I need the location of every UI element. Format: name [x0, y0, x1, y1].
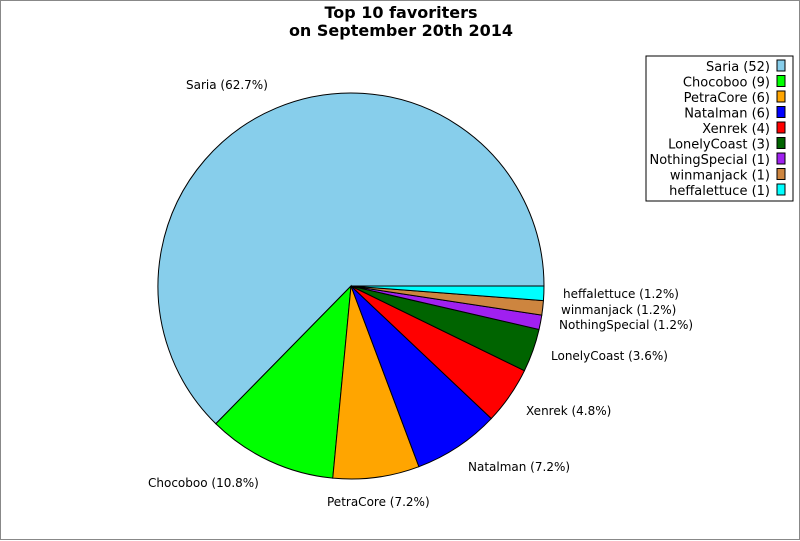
- legend-label-xenrek: Xenrek (4): [702, 122, 770, 137]
- legend-label-winmanjack: winmanjack (1): [670, 169, 770, 184]
- chart-subtitle: on September 20th 2014: [289, 21, 513, 40]
- slice-label-chocoboo: Chocoboo (10.8%): [148, 476, 259, 490]
- legend-swatch-petracore: [776, 90, 786, 103]
- legend-label-lonelycoast: LonelyCoast (3): [668, 138, 770, 153]
- slice-label-nothingspecial: NothingSpecial (1.2%): [559, 318, 693, 332]
- slice-label-lonelycoast: LonelyCoast (3.6%): [551, 349, 668, 363]
- pie-slice-chocoboo: [215, 284, 352, 479]
- legend-swatch-lonelycoast: [776, 137, 786, 149]
- pie-slice-heffalettuce: [350, 285, 545, 302]
- legend-label-heffalettuce: heffalettuce (1): [669, 184, 770, 199]
- legend-swatch-nothingspecial: [776, 152, 786, 165]
- legend: Saria (52)Chocoboo (9)PetraCore (6)Natal…: [645, 55, 794, 202]
- legend-swatch-heffalettuce: [776, 183, 786, 196]
- slice-labels: Saria (62.7%) Chocoboo (10.8%) PetraCore (…: [148, 78, 693, 509]
- pie-slice-saria: [157, 92, 545, 425]
- legend-label-petracore: PetraCore (6): [684, 91, 770, 106]
- legend-label-natalman: Natalman (6): [684, 107, 770, 122]
- legend-swatch-xenrek: [776, 121, 786, 134]
- slice-label-petracore: PetraCore (7.2%): [327, 495, 430, 509]
- legend-label-nothingspecial: NothingSpecial (1): [649, 153, 770, 168]
- legend-swatch-chocoboo: [776, 75, 786, 87]
- legend-box: [645, 55, 794, 202]
- chart-title: Top 10 favoriters: [324, 3, 477, 22]
- slice-label-winmanjack: winmanjack (1.2%): [561, 303, 676, 317]
- pie-slices: [157, 92, 545, 480]
- slice-label-natalman: Natalman (7.2%): [468, 460, 570, 474]
- slice-label-saria: Saria (62.7%): [186, 78, 268, 92]
- legend-swatch-winmanjack: [776, 168, 786, 180]
- legend-swatch-natalman: [776, 106, 786, 118]
- legend-label-saria: Saria (52): [706, 60, 770, 75]
- legend-label-chocoboo: Chocoboo (9): [683, 76, 770, 91]
- slice-label-heffalettuce: heffalettuce (1.2%): [563, 287, 679, 301]
- slice-label-xenrek: Xenrek (4.8%): [526, 404, 611, 418]
- legend-swatch-saria: [776, 59, 786, 72]
